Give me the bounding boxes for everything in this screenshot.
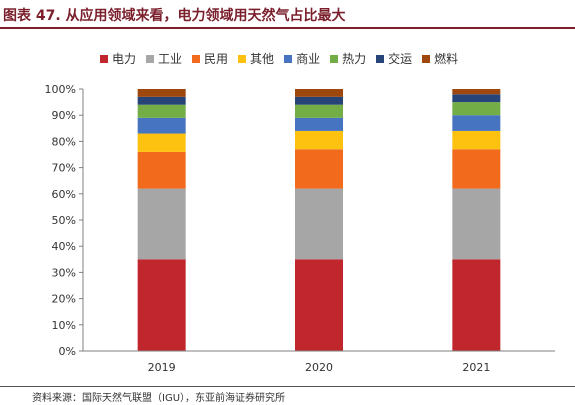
bar-segment [137, 89, 186, 97]
legend-item: 燃料 [422, 50, 458, 67]
bar-segment [452, 89, 501, 95]
bar-segment [137, 188, 186, 260]
bar-segment [452, 115, 501, 131]
legend-item: 商业 [284, 50, 320, 67]
y-tick-label: 40% [52, 240, 76, 253]
legend-swatch [422, 55, 431, 63]
y-tick-label: 90% [52, 109, 76, 122]
y-tick-label: 60% [52, 188, 76, 201]
legend-label: 电力 [112, 52, 137, 66]
y-tick-label: 0% [59, 345, 76, 358]
bar-segment [137, 259, 186, 351]
y-tick-label: 10% [52, 319, 76, 332]
legend-item: 其他 [238, 50, 274, 67]
bar-segment [295, 104, 343, 118]
bar-segment [137, 133, 186, 152]
bar-segment [137, 151, 186, 189]
title-bar: 图表 47. 从应用领域来看，电力领域用天然气占比最大 [0, 0, 575, 29]
legend-item: 热力 [330, 50, 366, 67]
legend-label: 热力 [342, 52, 367, 66]
legend-swatch [192, 55, 201, 63]
bar-segment [295, 149, 343, 189]
stacked-bar-chart: 0% 10% 20% 30% 40% 50% 60% 70% 80% 90% 100% 2019 202… [45, 83, 555, 374]
legend-label: 其他 [250, 52, 275, 66]
bar-segment [452, 149, 501, 189]
y-tick-label: 20% [52, 293, 76, 306]
legend-swatch [284, 55, 293, 63]
chart-legend: 电力 工业 民用 其他 商业 热力 交运 燃料 [100, 50, 468, 66]
bar-segment [452, 102, 501, 116]
legend-swatch [146, 55, 155, 63]
x-tick-label: 2021 [462, 361, 490, 374]
y-tick-label: 30% [52, 266, 76, 279]
y-tick-label: 80% [52, 135, 76, 148]
bar-segment [295, 188, 343, 260]
y-tick-label: 70% [52, 162, 76, 175]
legend-item: 工业 [146, 50, 182, 67]
legend-swatch [238, 55, 247, 63]
legend-label: 交运 [388, 52, 413, 66]
legend-swatch [376, 55, 385, 63]
bar-segment [452, 130, 501, 150]
legend-item: 交运 [376, 50, 412, 67]
bar-segment [295, 130, 343, 150]
bar-segment [295, 96, 343, 105]
source-divider [0, 386, 575, 387]
bar-segment [137, 104, 186, 118]
legend-swatch [100, 55, 108, 63]
bar-segment [295, 259, 343, 351]
x-tick-label: 2020 [305, 361, 333, 374]
legend-item: 电力 [100, 50, 136, 67]
bar-segment [452, 259, 501, 351]
legend-swatch [330, 55, 339, 63]
bar-segment [137, 96, 186, 105]
legend-label: 商业 [296, 52, 321, 66]
y-tick-label: 100% [45, 83, 76, 96]
bar-segment [137, 117, 186, 134]
bar-segment [452, 94, 501, 103]
legend-label: 工业 [158, 52, 183, 66]
chart-title: 图表 47. 从应用领域来看，电力领域用天然气占比最大 [3, 8, 346, 24]
legend-label: 民用 [204, 52, 229, 66]
y-tick-label: 50% [52, 214, 76, 227]
bar-segment [295, 89, 343, 97]
x-tick-label: 2019 [148, 361, 176, 374]
bar-segment [452, 188, 501, 260]
bar-segment [295, 117, 343, 131]
source-note: 资料来源：国际天然气联盟（IGU），东亚前海证券研究所 [32, 393, 286, 404]
legend-item: 民用 [192, 50, 228, 67]
legend-label: 燃料 [434, 52, 459, 66]
